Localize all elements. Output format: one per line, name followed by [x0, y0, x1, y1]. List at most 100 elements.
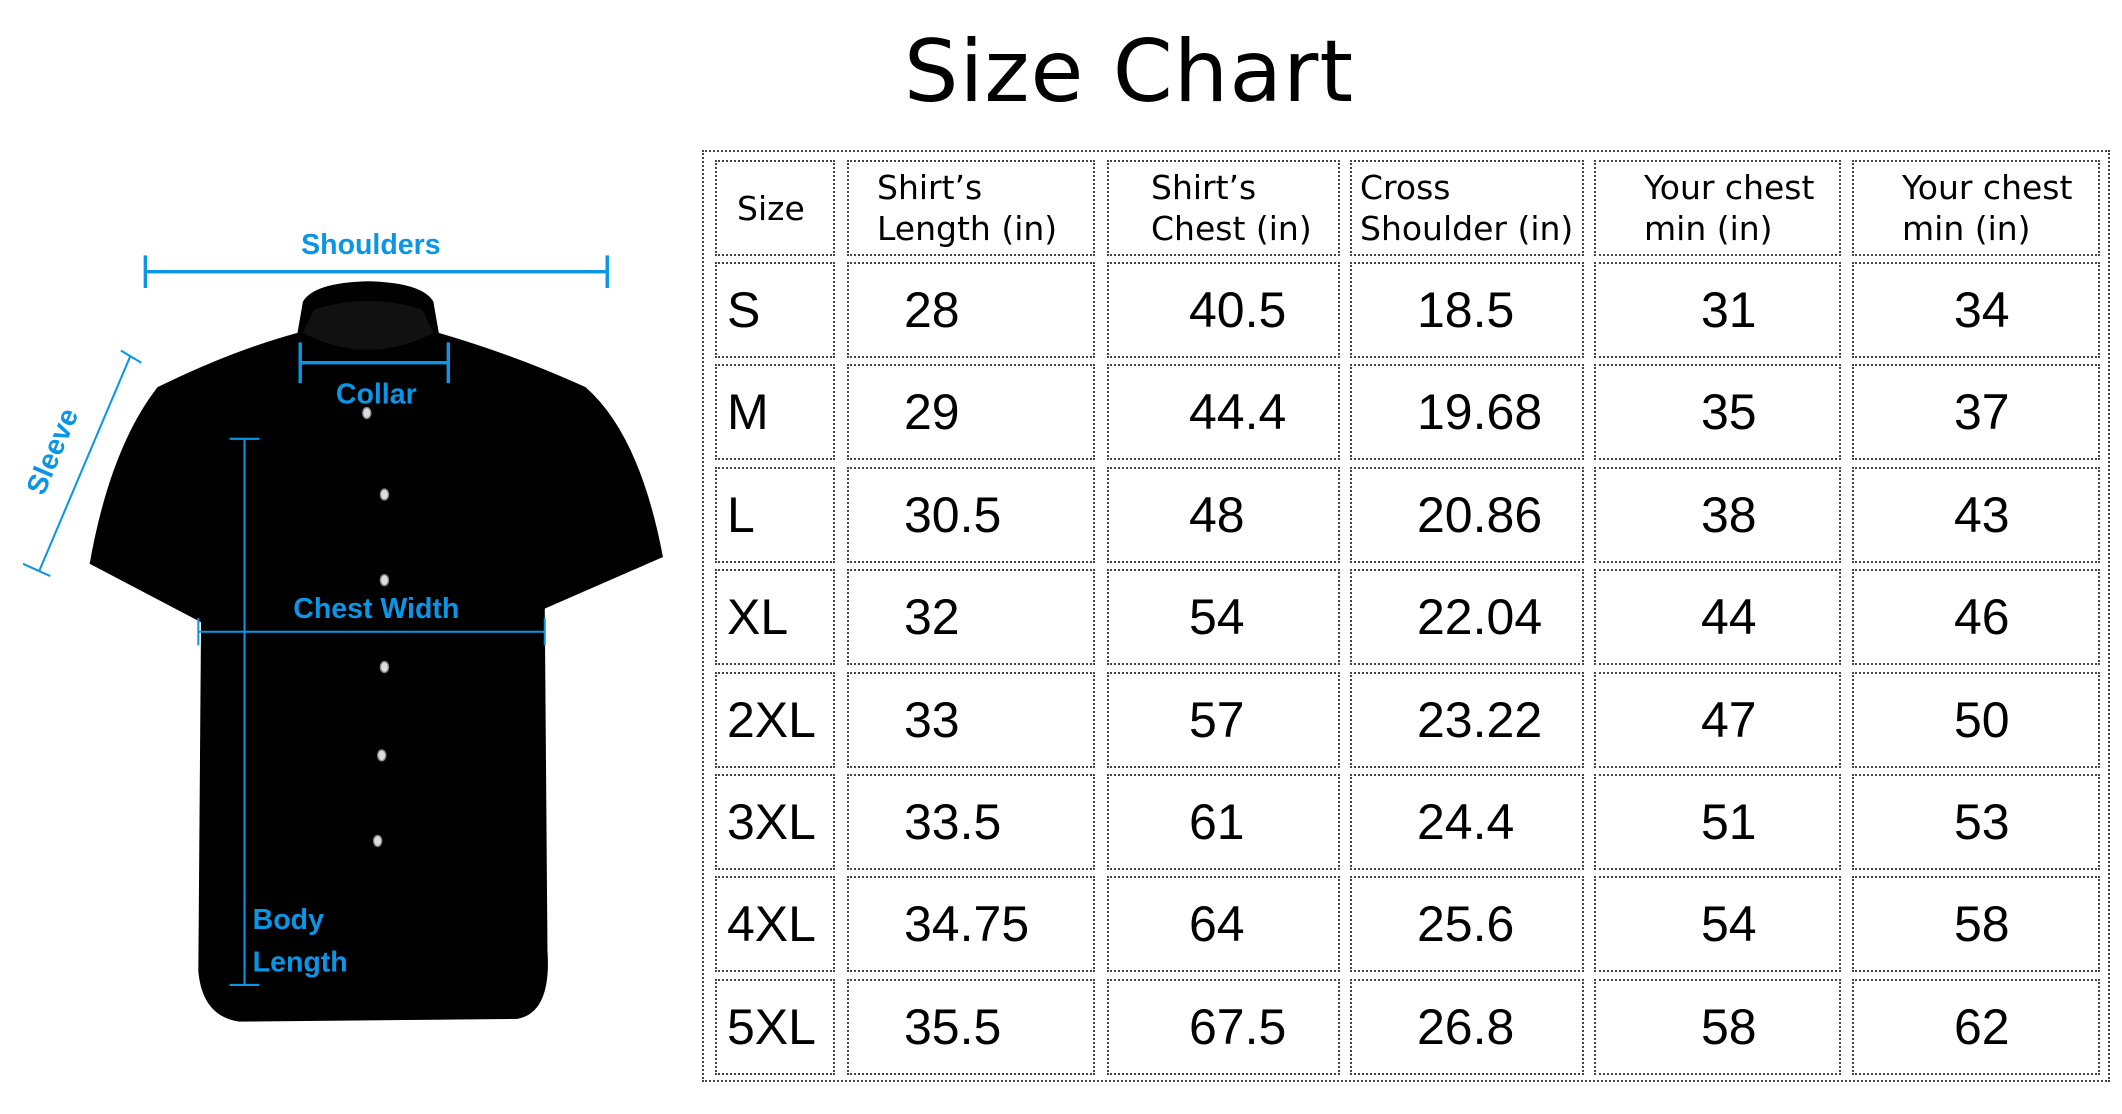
collar-label: Collar: [336, 378, 417, 410]
value-cell: 44: [1594, 569, 1841, 666]
value-cell-text: 64: [1189, 896, 1245, 953]
value-cell-text: 53: [1954, 794, 2010, 850]
value-cell: 48: [1107, 466, 1340, 563]
value-cell: 64: [1107, 876, 1340, 973]
value-cell: 35: [1594, 364, 1841, 461]
value-cell-text: 43: [1954, 486, 2010, 543]
collar-measure-line: [298, 342, 450, 384]
value-cell: 50: [1852, 671, 2100, 768]
value-cell-text: 51: [1701, 794, 1757, 850]
header-cell-text: Shirt’s Length (in): [877, 168, 1058, 248]
body-length-measure-line: [229, 437, 260, 986]
shoulders-measure-line: [143, 255, 609, 289]
value-cell-text: 25.6: [1417, 896, 1515, 953]
value-cell: 34: [1852, 262, 2100, 358]
value-cell: 25.6: [1350, 876, 1584, 973]
header-cell: Your chest min (in): [1594, 160, 1841, 256]
value-cell-text: 57: [1189, 691, 1245, 748]
value-cell-text: 35.5: [904, 998, 1002, 1055]
value-cell-text: 18.5: [1417, 282, 1515, 338]
value-cell: 19.68: [1350, 364, 1584, 461]
value-cell-text: 20.86: [1417, 486, 1543, 543]
size-cell-text: 4XL: [727, 896, 816, 953]
value-cell-text: 19.68: [1417, 384, 1543, 441]
size-cell-text: S: [727, 282, 761, 338]
header-cell-text: Your chest min (in): [1902, 168, 2073, 248]
value-cell-text: 37: [1954, 384, 2010, 441]
shoulders-label: Shoulders: [301, 229, 440, 261]
page-title: Size Chart: [903, 22, 1355, 122]
size-cell-text: 3XL: [727, 794, 816, 850]
shirt-illustration: [89, 281, 663, 1022]
chest-width-measure-line: [197, 618, 546, 646]
value-cell: 20.86: [1350, 466, 1584, 563]
value-cell: 24.4: [1350, 774, 1584, 870]
value-cell: 32: [847, 569, 1095, 666]
header-cell: Size: [715, 160, 835, 256]
value-cell: 46: [1852, 569, 2100, 666]
body-length-label-line2: Length: [253, 946, 348, 978]
header-cell-text: Your chest min (in): [1644, 168, 1815, 248]
size-table: [702, 150, 2110, 1082]
value-cell: 35.5: [847, 978, 1095, 1075]
chest-width-label: Chest Width: [293, 593, 459, 625]
value-cell-text: 44.4: [1189, 384, 1287, 441]
value-cell: 57: [1107, 671, 1340, 768]
value-cell-text: 67.5: [1189, 998, 1287, 1055]
value-cell: 31: [1594, 262, 1841, 358]
value-cell-text: 31: [1701, 282, 1757, 338]
value-cell: 54: [1594, 876, 1841, 973]
value-cell-text: 28: [904, 282, 960, 338]
value-cell: 29: [847, 364, 1095, 461]
value-cell-text: 54: [1701, 896, 1757, 953]
value-cell-text: 24.4: [1417, 794, 1515, 850]
value-cell-text: 33: [904, 691, 960, 748]
size-cell-text: L: [727, 486, 755, 543]
value-cell: 26.8: [1350, 978, 1584, 1075]
value-cell: 61: [1107, 774, 1340, 870]
value-cell-text: 34.75: [904, 896, 1030, 953]
value-cell-text: 30.5: [904, 486, 1002, 543]
body-length-label-line1: Body: [253, 904, 324, 936]
value-cell: 33: [847, 671, 1095, 768]
value-cell: 43: [1852, 466, 2100, 563]
value-cell-text: 58: [1701, 998, 1757, 1055]
header-cell-text: Shirt’s Chest (in): [1151, 168, 1312, 248]
header-cell-text: Cross Shoulder (in): [1360, 168, 1574, 248]
header-cell: Cross Shoulder (in): [1350, 160, 1584, 256]
value-cell: 53: [1852, 774, 2100, 870]
value-cell-text: 61: [1189, 794, 1245, 850]
value-cell-text: 26.8: [1417, 998, 1515, 1055]
value-cell-text: 32: [904, 589, 960, 646]
value-cell: 30.5: [847, 466, 1095, 563]
value-cell-text: 58: [1954, 896, 2010, 953]
value-cell: 28: [847, 262, 1095, 358]
value-cell: 37: [1852, 364, 2100, 461]
size-cell: M: [715, 364, 835, 461]
size-cell-text: 5XL: [727, 998, 816, 1055]
value-cell-text: 46: [1954, 589, 2010, 646]
size-cell-text: 2XL: [727, 691, 816, 748]
value-cell: 34.75: [847, 876, 1095, 973]
value-cell: 38: [1594, 466, 1841, 563]
button-icons: [362, 406, 390, 848]
value-cell: 33.5: [847, 774, 1095, 870]
value-cell: 22.04: [1350, 569, 1584, 666]
size-cell-text: M: [727, 384, 769, 441]
size-cell-text: XL: [727, 589, 789, 646]
value-cell-text: 23.22: [1417, 691, 1543, 748]
size-cell: S: [715, 262, 835, 358]
header-cell: Your chest min (in): [1852, 160, 2100, 256]
value-cell-text: 40.5: [1189, 282, 1287, 338]
size-cell: XL: [715, 569, 835, 666]
value-cell: 18.5: [1350, 262, 1584, 358]
header-cell-text: Size: [737, 188, 805, 228]
value-cell-text: 35: [1701, 384, 1757, 441]
size-cell: L: [715, 466, 835, 563]
value-cell-text: 50: [1954, 691, 2010, 748]
value-cell-text: 38: [1701, 486, 1757, 543]
value-cell: 44.4: [1107, 364, 1340, 461]
value-cell: 58: [1852, 876, 2100, 973]
value-cell-text: 33.5: [904, 794, 1002, 850]
